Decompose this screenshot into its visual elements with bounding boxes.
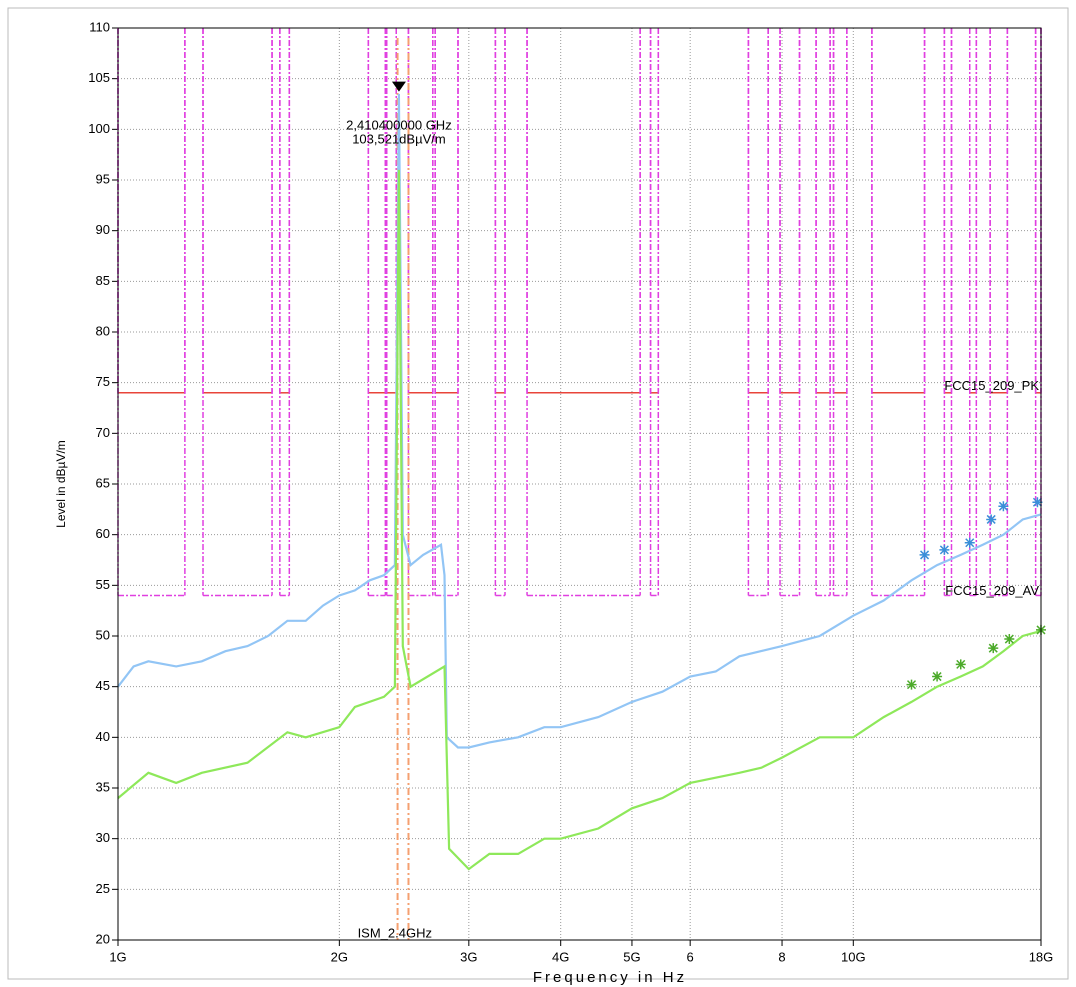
- plot-border: [117, 27, 1042, 941]
- y-tick-label: 80: [96, 323, 110, 338]
- y-tick-label: 110: [89, 19, 110, 34]
- marker-level: 103,521dBµV/m: [352, 131, 446, 146]
- x-tick-label: 1G: [109, 949, 126, 964]
- y-tick-label: 95: [96, 171, 110, 186]
- peak-marker: [1004, 634, 1015, 645]
- peak-marker: [955, 659, 966, 670]
- y-tick-label: 100: [88, 121, 110, 136]
- x-tick-label: 2G: [331, 949, 348, 964]
- peak-marker: [998, 501, 1009, 512]
- frame: [7, 7, 1069, 980]
- y-tick-label: 65: [96, 475, 110, 490]
- peak-marker: [932, 671, 943, 682]
- y-tick-label: 50: [96, 627, 110, 642]
- peak-marker: [964, 537, 975, 548]
- limit-label: FCC15_209_AV: [945, 583, 1039, 598]
- x-tick-label: 3G: [460, 949, 477, 964]
- x-tick-label: 8: [778, 949, 785, 964]
- peak-marker: [1032, 497, 1043, 508]
- marker-triangle: [391, 81, 406, 92]
- y-tick-label: 40: [96, 729, 110, 744]
- y-tick-label: 35: [96, 779, 110, 794]
- trace: [117, 169, 1042, 871]
- y-tick-label: 60: [96, 526, 110, 541]
- y-tick-label: 55: [96, 577, 110, 592]
- peak-marker: [988, 643, 999, 654]
- y-tick-label: 45: [96, 678, 110, 693]
- x-tick-label: 4G: [552, 949, 569, 964]
- trace: [117, 93, 1042, 749]
- y-tick-label: 30: [96, 830, 110, 845]
- peak-marker: [986, 514, 997, 525]
- x-tick-label: 18G: [1029, 949, 1054, 964]
- peak-marker: [906, 679, 917, 690]
- y-tick-label: 85: [96, 273, 110, 288]
- y-tick-label: 25: [96, 881, 110, 896]
- y-axis-label: Level in dBµV/m: [54, 440, 68, 528]
- y-tick-label: 105: [88, 70, 110, 85]
- x-axis-label: Frequency in Hz: [533, 969, 687, 986]
- y-tick-label: 90: [96, 222, 110, 237]
- y-tick-label: 20: [96, 931, 110, 946]
- x-tick-label: 6: [687, 949, 694, 964]
- y-tick-label: 75: [96, 374, 110, 389]
- peak-marker: [919, 549, 930, 560]
- ism-label: ISM_2.4GHz: [358, 925, 432, 940]
- peak-marker: [939, 544, 950, 555]
- marker-freq: 2,410400000 GHz: [346, 117, 452, 132]
- limit-label: FCC15_209_PK: [944, 378, 1039, 393]
- x-tick-label: 5G: [623, 949, 640, 964]
- x-tick-label: 10G: [841, 949, 866, 964]
- y-tick-label: 70: [96, 425, 110, 440]
